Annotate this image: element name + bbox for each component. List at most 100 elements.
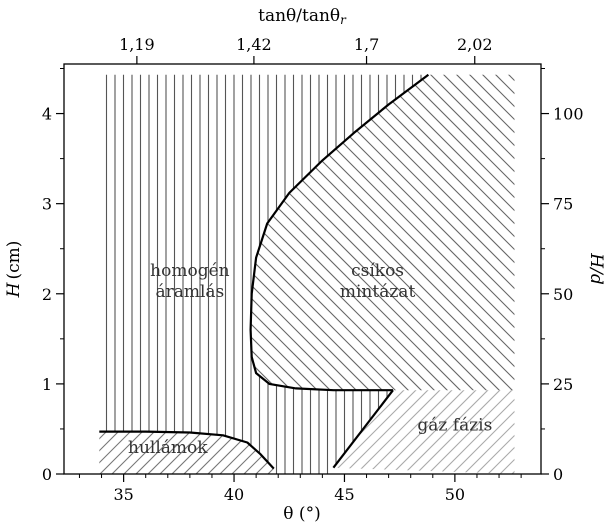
hatch-line xyxy=(596,274,607,474)
right-axis-title: H/d xyxy=(586,252,606,285)
hatch-line xyxy=(367,74,515,391)
hatch-line xyxy=(379,390,515,474)
hatch-line xyxy=(343,390,515,474)
hatch-line xyxy=(135,431,197,474)
hatch-line xyxy=(99,431,161,474)
left-axis-title-symbol: H xyxy=(4,281,24,298)
region-label-gas: gáz fázis xyxy=(417,415,492,435)
hatch-line xyxy=(380,74,515,391)
right-tick-labels: 0 25 50 75 100 xyxy=(553,105,584,484)
bottom-tick-label: 45 xyxy=(334,485,354,504)
hatch-line xyxy=(159,431,221,474)
hatch-line xyxy=(451,390,515,474)
hatch-line xyxy=(355,390,515,474)
hatch-line xyxy=(572,274,607,474)
hatch-line xyxy=(250,74,515,391)
hatch-line xyxy=(333,390,515,474)
hatch-line xyxy=(250,74,477,391)
hatch-line xyxy=(302,74,515,391)
hatch-line xyxy=(0,274,136,474)
hatch-line xyxy=(250,74,515,391)
hatch-line xyxy=(475,390,515,474)
hatch-line xyxy=(328,414,388,474)
region-label-homogeneous-line1: homogén xyxy=(150,261,229,281)
left-axis-title-unit: (cm) xyxy=(4,241,24,280)
hatch-line xyxy=(250,74,490,391)
hatch-line xyxy=(364,414,424,474)
hatch-line xyxy=(333,390,401,474)
hatch-line xyxy=(250,74,515,391)
top-tick-label: 1,42 xyxy=(236,35,272,54)
hatch-line xyxy=(415,390,515,474)
bottom-tick-label: 35 xyxy=(113,485,133,504)
hatch-line xyxy=(432,74,515,391)
left-tick-label: 4 xyxy=(42,105,52,124)
hatch-line xyxy=(207,431,269,474)
homogeneous-boundary xyxy=(249,73,430,392)
hatch-line xyxy=(341,74,515,391)
hatch-line xyxy=(99,431,149,474)
hatch-line xyxy=(250,74,515,391)
hatch-line xyxy=(393,74,515,391)
hatch-line xyxy=(250,74,515,391)
hatch-line xyxy=(123,431,185,474)
hatch-line xyxy=(463,390,515,474)
hatch-line xyxy=(99,431,113,474)
hatch-line xyxy=(354,74,515,391)
hatch-line xyxy=(520,414,580,474)
wave-boundary xyxy=(99,430,275,470)
hatch-line xyxy=(304,414,364,474)
left-tick-label: 1 xyxy=(42,375,52,394)
hatch-line xyxy=(340,414,400,474)
hatch-line xyxy=(111,431,173,474)
top-tick-label: 1,19 xyxy=(119,35,155,54)
top-tick-label: 2,02 xyxy=(457,35,493,54)
hatch-line xyxy=(367,390,515,474)
hatch-line xyxy=(292,414,352,474)
right-tick-label: 75 xyxy=(553,195,573,214)
left-tick-labels: 0 1 2 3 4 xyxy=(42,105,52,484)
phase-boundaries xyxy=(99,73,430,470)
left-tick-label: 3 xyxy=(42,195,52,214)
region-label-striped-line2: mintázat xyxy=(340,282,416,302)
striped-pattern-hatching xyxy=(0,64,515,484)
top-tick-labels: 1,19 1,42 1,7 2,02 xyxy=(119,35,493,54)
left-axis-title: H(cm) xyxy=(4,241,24,299)
hatch-line xyxy=(419,74,515,391)
hatch-line xyxy=(289,74,515,391)
hatch-line xyxy=(0,414,16,474)
hatch-line xyxy=(0,414,4,474)
hatch-line xyxy=(406,74,515,391)
right-tick-label: 0 xyxy=(553,465,563,484)
hatch-line xyxy=(0,64,164,484)
hatch-line xyxy=(0,414,40,474)
region-label-homogeneous-line2: áramlás xyxy=(155,282,224,302)
hatch-line xyxy=(0,414,28,474)
hatch-line xyxy=(250,74,295,391)
hatch-line xyxy=(439,390,515,474)
hatch-line xyxy=(147,431,209,474)
hatch-line xyxy=(328,74,515,391)
hatch-line xyxy=(0,274,148,474)
region-labels: homogén áramlás csíkos mintázat hullámok… xyxy=(128,261,492,458)
hatch-line xyxy=(484,414,544,474)
hatch-line xyxy=(255,431,274,474)
bottom-axis-title: θ (°) xyxy=(283,504,320,524)
hatch-line xyxy=(403,390,515,474)
right-tick-label: 100 xyxy=(553,105,584,124)
plot-frame xyxy=(63,63,542,475)
hatch-line xyxy=(250,74,515,391)
hatch-line xyxy=(315,74,515,391)
hatch-line xyxy=(333,390,425,474)
left-tick-label: 0 xyxy=(42,465,52,484)
left-tick-label: 2 xyxy=(42,285,52,304)
gas-phase-hatching xyxy=(0,274,607,474)
top-axis-title: tanθ/tanθr xyxy=(258,6,347,27)
axis-ticks xyxy=(56,56,549,482)
region-label-waves: hullámok xyxy=(128,438,208,458)
hatch-line xyxy=(28,414,88,474)
hatch-line xyxy=(556,414,607,474)
top-tick-label: 1,7 xyxy=(354,35,379,54)
bottom-tick-label: 40 xyxy=(224,485,244,504)
